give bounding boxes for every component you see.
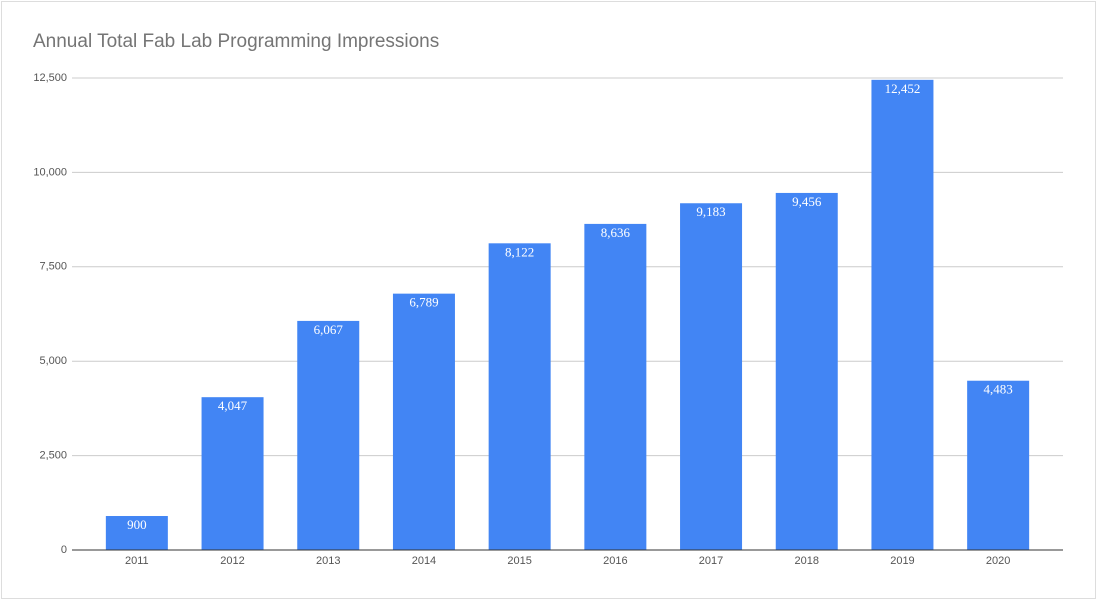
bar [967,380,1030,550]
y-tick-label: 5,000 [39,355,67,367]
value-label: 6,067 [314,322,344,337]
value-label: 900 [127,517,147,532]
chart-title: Annual Total Fab Lab Programming Impress… [33,31,439,52]
x-tick-label: 2018 [795,555,819,567]
x-tick-label: 2011 [125,555,149,567]
y-tick-label: 12,500 [33,72,67,84]
bar [201,397,264,550]
bar [775,192,838,550]
bar [584,223,647,550]
bar [488,243,551,550]
bar [297,320,360,550]
x-tick-label: 2017 [699,555,723,567]
x-tick-label: 2020 [986,555,1010,567]
y-tick-label: 0 [61,544,67,556]
value-label: 9,456 [792,194,822,209]
y-tick-label: 10,000 [33,166,67,178]
value-label: 4,047 [218,398,248,413]
bar [871,79,934,551]
y-tick-label: 7,500 [39,261,67,273]
value-label: 8,636 [601,225,631,240]
x-tick-label: 2012 [220,555,244,567]
value-label: 12,452 [885,81,921,96]
x-tick-label: 2019 [890,555,914,567]
x-tick-label: 2015 [507,555,531,567]
bar [680,203,743,550]
value-label: 4,483 [984,382,1013,397]
x-tick-label: 2016 [603,555,627,567]
value-label: 8,122 [505,244,534,259]
y-tick-label: 2,500 [39,450,67,462]
bar [392,293,455,550]
x-tick-label: 2014 [412,555,436,567]
value-label: 6,789 [409,295,438,310]
x-tick-label: 2013 [316,555,340,567]
bar [105,516,168,550]
value-label: 9,183 [696,204,725,219]
